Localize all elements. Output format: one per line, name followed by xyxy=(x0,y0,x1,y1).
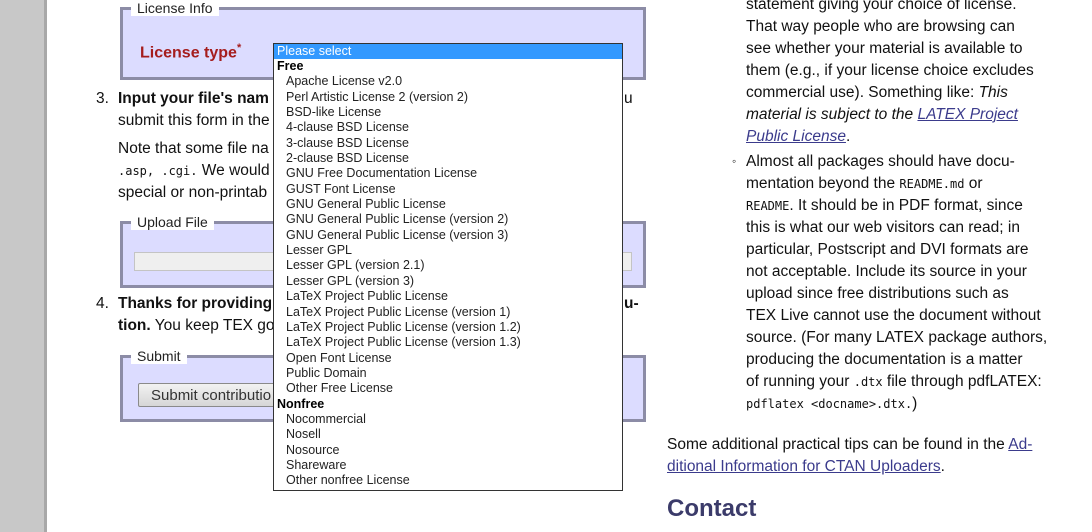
lppl-link[interactable]: LATEX Project xyxy=(917,106,1018,123)
right-p2-text: ) xyxy=(912,395,918,412)
extensions-code: .asp, .cgi. xyxy=(118,164,198,178)
dropdown-option[interactable]: Open Font License xyxy=(286,350,392,365)
dropdown-option[interactable]: LaTeX Project Public License (version 1.… xyxy=(286,319,521,334)
step-3-note-line2-tail: We would xyxy=(197,162,270,179)
license-type-label: License type* xyxy=(140,42,241,62)
step-3-note-line2: .asp, .cgi. We would xyxy=(118,160,270,182)
right-p2-line: Almost all packages should have docu- xyxy=(746,153,1015,170)
right-p1-line: them (e.g., if your license choice exclu… xyxy=(746,62,1034,79)
dropdown-option[interactable]: GNU General Public License (version 2) xyxy=(286,212,509,227)
right-p2-line: particular, Postscript and DVI formats a… xyxy=(746,241,1029,258)
submit-contribution-button[interactable]: Submit contributio xyxy=(138,383,298,407)
lppl-link-cont[interactable]: Public License xyxy=(746,128,846,145)
dropdown-option[interactable]: LaTeX Project Public License xyxy=(286,289,448,304)
right-p2-text: or xyxy=(964,175,983,192)
contact-heading: Contact xyxy=(667,495,757,522)
dtx-code: .dtx xyxy=(853,375,883,389)
dropdown-option[interactable]: LaTeX Project Public License (version 1) xyxy=(286,304,511,319)
dropdown-option[interactable]: 3-clause BSD License xyxy=(286,135,409,150)
dropdown-option[interactable]: Lesser GPL (version 3) xyxy=(286,273,415,288)
right-p2-text: of running your xyxy=(746,373,850,390)
right-p2-line: pdflatex <docname>.dtx.) xyxy=(746,393,1047,415)
page-left-margin xyxy=(0,0,47,532)
dropdown-option[interactable]: Other nonfree License xyxy=(286,473,410,488)
upload-file-legend: Upload File xyxy=(131,214,214,230)
additional-info-link-cont[interactable]: ditional Information for CTAN Uploaders xyxy=(667,458,941,475)
step-4-line2: tion. You keep TEX go xyxy=(118,315,275,337)
right-p3-text: Some additional practical tips can be fo… xyxy=(667,436,1005,453)
right-p3-end: . xyxy=(940,458,945,475)
right-p2-line: not acceptable. Include its source in yo… xyxy=(746,263,1027,280)
step-3-note-line3: special or non-printab xyxy=(118,184,268,201)
right-p2-line: producing the documentation is a matter xyxy=(746,351,1023,368)
dropdown-option[interactable]: BSD-like License xyxy=(286,105,382,120)
dropdown-option[interactable]: GNU Free Documentation License xyxy=(286,166,478,181)
dropdown-option[interactable]: Shareware xyxy=(286,457,347,472)
dropdown-option[interactable]: GNU General Public License (version 3) xyxy=(286,227,509,242)
right-p2-text: . It should be in PDF format, since xyxy=(789,197,1023,214)
dropdown-option[interactable]: Lesser GPL xyxy=(286,243,353,258)
step-4-line1-tail: u- xyxy=(624,295,639,312)
dropdown-option-please-select[interactable]: Please select xyxy=(274,44,622,59)
right-p1-line: statement giving your choice of license. xyxy=(746,0,1017,13)
dropdown-option[interactable]: LaTeX Project Public License (version 1.… xyxy=(286,335,521,350)
dropdown-option[interactable]: GNU General Public License xyxy=(286,197,446,212)
right-p2-line: TEX Live cannot use the document without xyxy=(746,307,1041,324)
license-info-legend: License Info xyxy=(131,0,219,16)
readme-md-code: README.md xyxy=(899,177,965,191)
dropdown-option[interactable]: Perl Artistic License 2 (version 2) xyxy=(286,89,469,104)
license-type-dropdown[interactable]: Please select Free Apache License v2.0 Per… xyxy=(273,43,623,491)
step-4-number: 4. xyxy=(96,295,109,312)
required-mark: * xyxy=(236,42,242,54)
right-p2-text: mentation beyond the xyxy=(746,175,896,192)
right-p1-line: material is subject to the LATEX Project xyxy=(746,104,1034,126)
right-p1-italic-line: material is subject to the xyxy=(746,106,914,123)
readme-code: README xyxy=(746,199,790,213)
step-4-line2-bold: tion. xyxy=(118,317,151,334)
dropdown-option[interactable]: Other Free License xyxy=(286,381,393,396)
right-p3-line: Some additional practical tips can be fo… xyxy=(667,434,1032,456)
pdflatex-command-code: pdflatex <docname>.dtx. xyxy=(746,397,913,411)
license-type-text: License type xyxy=(140,44,237,62)
right-p2-line: this is what our web visitors can read; … xyxy=(746,219,1020,236)
right-p1-line: see whether your material is available t… xyxy=(746,40,1023,57)
right-p1-line5: commercial use). Something like: xyxy=(746,84,975,101)
right-para-2: Almost all packages should have docu- me… xyxy=(746,151,1047,415)
step-3-heading: Input your file's nam xyxy=(118,90,269,107)
dropdown-option[interactable]: 4-clause BSD License xyxy=(286,120,409,135)
dropdown-option[interactable]: Nosell xyxy=(286,427,321,442)
dropdown-option[interactable]: Lesser GPL (version 2.1) xyxy=(286,258,425,273)
additional-info-link[interactable]: Ad- xyxy=(1008,436,1033,453)
step-4-line2-tail: You keep TEX go xyxy=(150,317,275,334)
dropdown-option[interactable]: Nosource xyxy=(286,442,340,457)
right-p2-line: of running your .dtx file through pdfLAT… xyxy=(746,371,1047,393)
right-p1-line: That way people who are browsing can xyxy=(746,18,1015,35)
step-3-line1-tail: u xyxy=(624,90,633,107)
bullet-icon: ◦ xyxy=(732,154,737,168)
step-3-line2: submit this form in the xyxy=(118,112,270,129)
step-3-note-line1: Note that some file na xyxy=(118,140,269,157)
right-p2-line: README. It should be in PDF format, sinc… xyxy=(746,195,1047,217)
right-para-1: statement giving your choice of license.… xyxy=(746,0,1034,148)
right-p2-text: file through pdfLATEX: xyxy=(882,373,1042,390)
step-4-heading: Thanks for providing xyxy=(118,295,273,312)
dropdown-option[interactable]: GUST Font License xyxy=(286,181,396,196)
right-p1-line: Public License. xyxy=(746,128,851,145)
dropdown-group-label: Free xyxy=(277,59,304,73)
dropdown-option[interactable]: Public Domain xyxy=(286,365,367,380)
right-para-3: Some additional practical tips can be fo… xyxy=(667,434,1032,478)
dropdown-option[interactable]: 2-clause BSD License xyxy=(286,151,409,166)
right-p2-line: mentation beyond the README.md or xyxy=(746,173,1047,195)
right-p1-italic: This xyxy=(978,84,1008,101)
right-p1-line: commercial use). Something like: This xyxy=(746,82,1034,104)
dropdown-option[interactable]: Apache License v2.0 xyxy=(286,74,403,89)
right-p3-line: ditional Information for CTAN Uploaders. xyxy=(667,456,1032,478)
right-p2-line: upload since free distributions such as xyxy=(746,285,1009,302)
step-3-number: 3. xyxy=(96,90,109,107)
dropdown-option[interactable]: Nocommercial xyxy=(286,411,366,426)
right-p2-line: source. (For many LATEX package authors, xyxy=(746,329,1048,346)
dropdown-group-label: Nonfree xyxy=(277,396,325,411)
submit-legend: Submit xyxy=(131,348,187,364)
